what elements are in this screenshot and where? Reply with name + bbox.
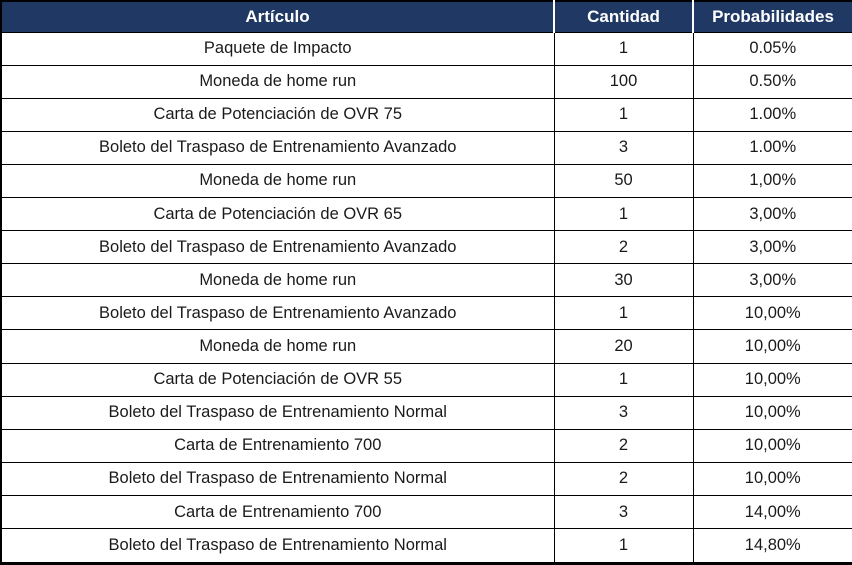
column-header-probabilidades: Probabilidades	[693, 0, 852, 33]
column-header-articulo: Artículo	[0, 0, 555, 33]
table-row: Carta de Potenciación de OVR 55 1 10,00%	[0, 362, 852, 397]
table-row: Boleto del Traspaso de Entrenamiento Nor…	[0, 461, 852, 497]
probability-cell: 1,00%	[692, 163, 852, 199]
header-row: Artículo Cantidad Probabilidades	[0, 0, 852, 33]
probability-cell: 3,00%	[692, 230, 852, 265]
probability-cell: 14,00%	[692, 495, 852, 530]
probability-cell: 3,00%	[692, 263, 852, 298]
column-header-cantidad: Cantidad	[554, 0, 694, 33]
probability-cell: 10,00%	[692, 296, 852, 331]
article-cell: Paquete de Impacto	[0, 31, 555, 66]
article-cell: Boleto del Traspaso de Entrenamiento Ava…	[0, 230, 555, 265]
probability-cell: 3,00%	[692, 197, 852, 232]
article-cell: Moneda de home run	[0, 163, 555, 199]
table-body: Paquete de Impacto 1 0.05% Moneda de home r…	[0, 31, 852, 565]
article-cell: Carta de Entrenamiento 700	[0, 495, 555, 530]
probability-cell: 10,00%	[692, 362, 852, 397]
quantity-cell: 1	[553, 528, 694, 565]
probability-cell: 10,00%	[692, 428, 852, 463]
probability-cell: 1.00%	[692, 97, 852, 132]
article-cell: Boleto del Traspaso de Entrenamiento Nor…	[0, 461, 555, 497]
quantity-cell: 2	[553, 230, 694, 265]
table-row: Boleto del Traspaso de Entrenamiento Ava…	[0, 130, 852, 165]
article-cell: Moneda de home run	[0, 329, 555, 364]
article-cell: Boleto del Traspaso de Entrenamiento Nor…	[0, 528, 555, 565]
article-cell: Boleto del Traspaso de Entrenamiento Ava…	[0, 296, 555, 331]
table-row: Carta de Potenciación de OVR 65 1 3,00%	[0, 197, 852, 232]
table-row: Paquete de Impacto 1 0.05%	[0, 31, 852, 66]
article-cell: Carta de Entrenamiento 700	[0, 428, 555, 463]
probability-cell: 0.05%	[692, 31, 852, 66]
article-cell: Carta de Potenciación de OVR 55	[0, 362, 555, 397]
table-row: Boleto del Traspaso de Entrenamiento Nor…	[0, 395, 852, 430]
quantity-cell: 3	[553, 395, 694, 430]
quantity-cell: 2	[553, 461, 694, 497]
article-cell: Moneda de home run	[0, 263, 555, 298]
table-row: Boleto del Traspaso de Entrenamiento Ava…	[0, 230, 852, 265]
table-row: Moneda de home run 20 10,00%	[0, 329, 852, 364]
table-row: Moneda de home run 50 1,00%	[0, 163, 852, 199]
article-cell: Carta de Potenciación de OVR 75	[0, 97, 555, 132]
table-row: Moneda de home run 30 3,00%	[0, 263, 852, 298]
table-row: Carta de Entrenamiento 700 2 10,00%	[0, 428, 852, 463]
probability-cell: 10,00%	[692, 461, 852, 497]
article-cell: Carta de Potenciación de OVR 65	[0, 197, 555, 232]
quantity-cell: 50	[553, 163, 694, 199]
quantity-cell: 1	[553, 197, 694, 232]
quantity-cell: 3	[553, 130, 694, 165]
quantity-cell: 2	[553, 428, 694, 463]
article-cell: Boleto del Traspaso de Entrenamiento Nor…	[0, 395, 555, 430]
quantity-cell: 20	[553, 329, 694, 364]
quantity-cell: 100	[553, 64, 694, 99]
table-row: Carta de Potenciación de OVR 75 1 1.00%	[0, 97, 852, 132]
quantity-cell: 1	[553, 296, 694, 331]
table-row: Boleto del Traspaso de Entrenamiento Nor…	[0, 528, 852, 565]
probability-cell: 10,00%	[692, 395, 852, 430]
quantity-cell: 1	[553, 31, 694, 66]
table-header: Artículo Cantidad Probabilidades	[0, 0, 852, 33]
article-cell: Boleto del Traspaso de Entrenamiento Ava…	[0, 130, 555, 165]
table-row: Carta de Entrenamiento 700 3 14,00%	[0, 495, 852, 530]
table-row: Boleto del Traspaso de Entrenamiento Ava…	[0, 296, 852, 331]
quantity-cell: 1	[553, 362, 694, 397]
probability-cell: 14,80%	[692, 528, 852, 565]
probability-cell: 10,00%	[692, 329, 852, 364]
quantity-cell: 30	[553, 263, 694, 298]
quantity-cell: 1	[553, 97, 694, 132]
quantity-cell: 3	[553, 495, 694, 530]
probability-cell: 1.00%	[692, 130, 852, 165]
article-cell: Moneda de home run	[0, 64, 555, 99]
probability-cell: 0.50%	[692, 64, 852, 99]
table-row: Moneda de home run 100 0.50%	[0, 64, 852, 99]
